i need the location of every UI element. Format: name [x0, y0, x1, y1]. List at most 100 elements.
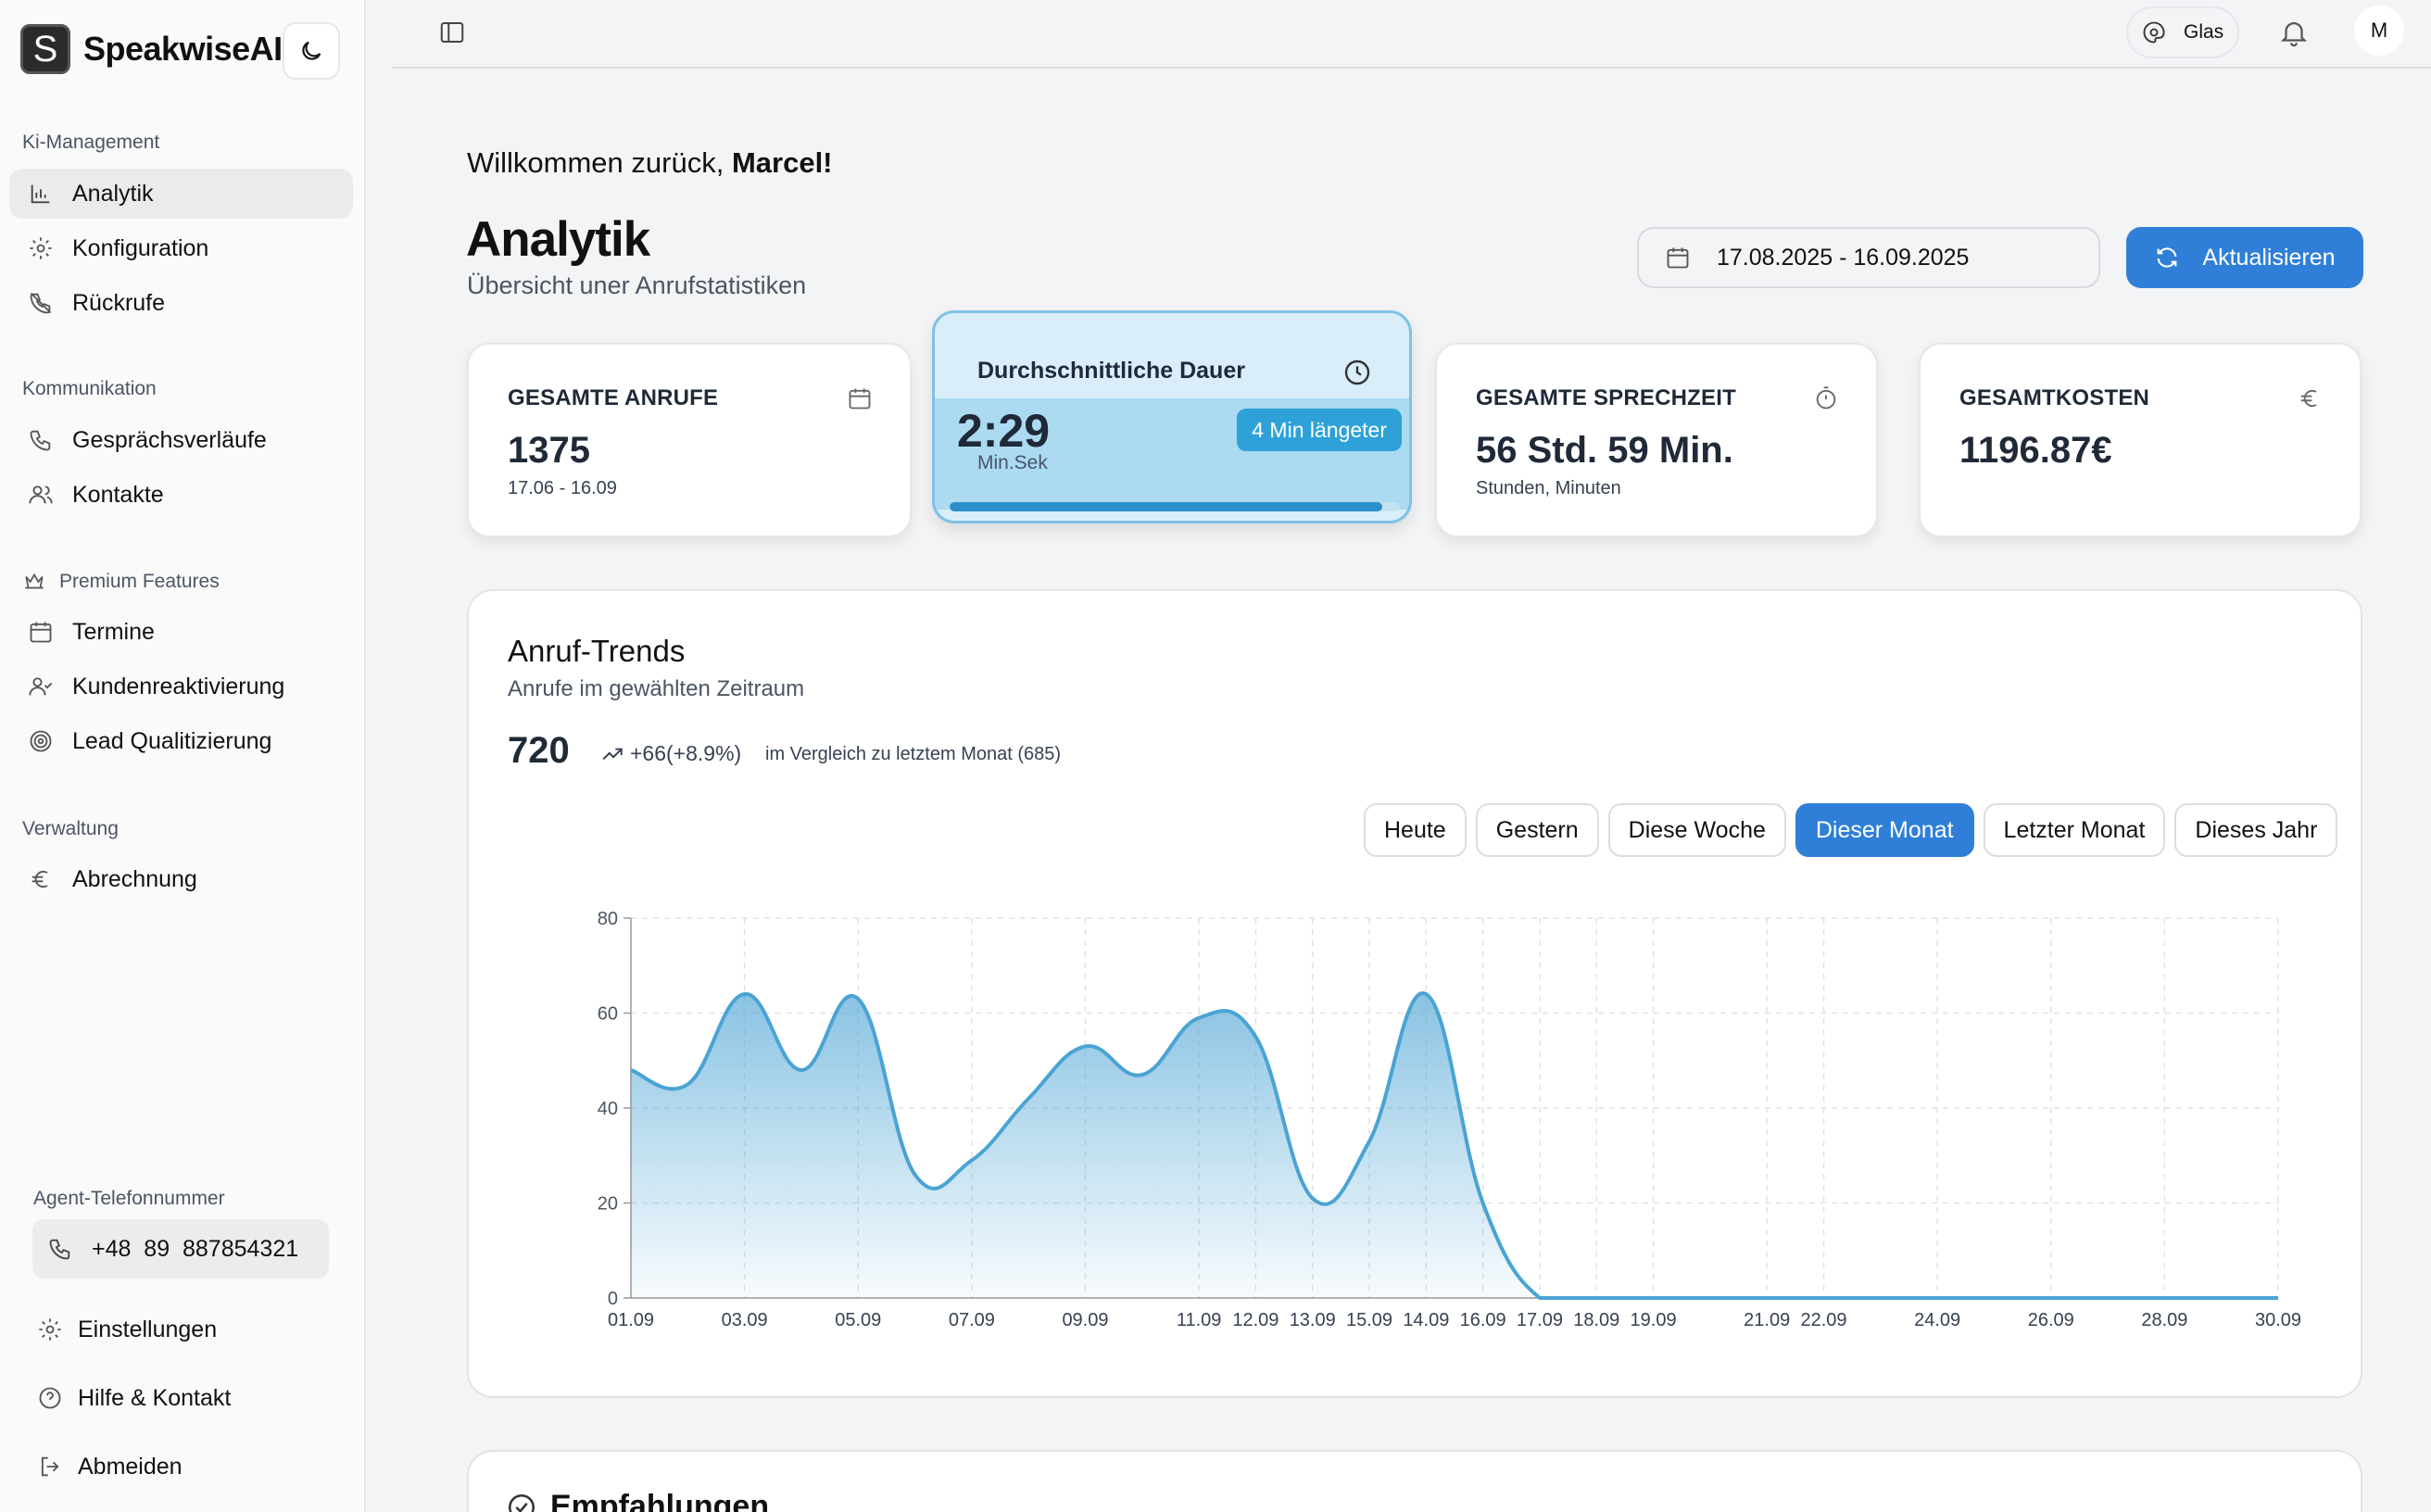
sidebar-item-label: Termine	[72, 618, 155, 645]
x-tick-label: 18.09	[1573, 1310, 1619, 1330]
calendar-icon	[1667, 247, 1689, 269]
sidebar-item-label: Lead Qualitizierung	[72, 727, 272, 754]
gear-icon	[30, 237, 52, 259]
refresh-label: Aktualisieren	[2202, 244, 2336, 271]
settings-label: Einstellungen	[78, 1316, 218, 1342]
filter-heute[interactable]: Heute	[1364, 803, 1467, 857]
y-tick-label: 60	[598, 1004, 618, 1025]
stat-value: 56 Std. 59 Min.	[1476, 430, 1733, 471]
avatar[interactable]: M	[2354, 6, 2404, 56]
check-circle-icon	[508, 1493, 535, 1512]
agent-phone-label: Agent-Telefonnummer	[33, 1188, 225, 1209]
recommendations-panel: Empfahlungen	[467, 1450, 2362, 1512]
x-tick-label: 28.09	[2141, 1310, 2187, 1330]
sidebar-item-lead-qualifizierung[interactable]: Lead Qualitizierung	[9, 716, 353, 766]
stat-value: 2:29	[957, 405, 1051, 457]
x-tick-label: 19.09	[1631, 1310, 1677, 1330]
stat-card-talktime[interactable]: GESAMTE SPRECHZEIT 56 Std. 59 Min. Stund…	[1435, 343, 1878, 537]
timer-icon	[1816, 386, 1836, 410]
x-tick-label: 11.09	[1177, 1310, 1222, 1330]
section-label-ki-management: Ki-Management	[22, 132, 160, 153]
stat-value: 1196.87€	[1959, 430, 2112, 471]
sidebar-toggle-icon[interactable]	[438, 19, 466, 46]
dark-mode-toggle[interactable]	[283, 22, 340, 80]
sidebar-item-abrechnung[interactable]: Abrechnung	[9, 854, 353, 904]
palette-icon	[2143, 21, 2165, 44]
recommendations-title-text: Empfahlungen	[550, 1489, 770, 1512]
calendar-icon	[849, 388, 871, 410]
sidebar-item-rueckrufe[interactable]: Rückrufe	[9, 278, 353, 328]
trends-total: 720	[508, 730, 570, 771]
sidebar-item-konfiguration[interactable]: Konfiguration	[9, 223, 353, 273]
refresh-button[interactable]: Aktualisieren	[2126, 227, 2363, 288]
filter-gestern[interactable]: Gestern	[1475, 803, 1599, 857]
period-filter-group: Heute Gestern Diese Woche Dieser Monat L…	[1364, 803, 2347, 857]
x-tick-label: 12.09	[1232, 1310, 1278, 1330]
help-circle-icon	[39, 1387, 61, 1409]
theme-label: Glas	[2184, 21, 2224, 43]
target-icon	[30, 730, 52, 752]
sidebar-item-kundenreaktivierung[interactable]: Kundenreaktivierung	[9, 662, 353, 712]
stat-title: Durchschnittliche Dauer	[977, 358, 1245, 384]
page-title: Analytik	[466, 212, 650, 267]
moon-icon	[302, 41, 321, 60]
y-tick-label: 80	[598, 909, 618, 929]
euro-icon	[2300, 389, 2317, 408]
x-tick-label: 16.09	[1460, 1310, 1506, 1330]
sidebar-item-kontakte[interactable]: Kontakte	[9, 470, 353, 520]
x-tick-label: 09.09	[1062, 1310, 1108, 1330]
agent-phone-field[interactable]: +48 89 887854321	[32, 1219, 329, 1279]
date-range-picker[interactable]: 17.08.2025 - 16.09.2025	[1637, 227, 2100, 288]
x-tick-label: 21.09	[1744, 1310, 1790, 1330]
filter-dieses-jahr[interactable]: Dieses Jahr	[2174, 803, 2338, 857]
stat-title: GESAMTKOSTEN	[1959, 385, 2150, 410]
phone-callback-icon	[30, 292, 52, 314]
brand-logo: S	[20, 24, 70, 74]
sidebar-item-label: Gesprächsverläufe	[72, 426, 267, 453]
section-label-text: Premium Features	[59, 571, 220, 592]
phone-icon	[30, 430, 51, 451]
call-trends-chart: 0 20 40 60 80 01.09 03.09 05.09 07.09 09.09 11.09 1…	[598, 909, 2301, 1330]
welcome-message: Willkommen zurück, Marcel!	[467, 146, 833, 180]
filter-diese-woche[interactable]: Diese Woche	[1607, 803, 1786, 857]
sidebar-item-gespraechsverlaeufe[interactable]: Gesprächsverläufe	[9, 415, 353, 465]
x-tick-label: 17.09	[1517, 1310, 1563, 1330]
bell-icon[interactable]	[2278, 17, 2310, 48]
duration-progress	[950, 502, 1400, 511]
settings-link[interactable]: Einstellungen	[37, 1307, 217, 1352]
help-link[interactable]: Hilfe & Kontakt	[37, 1376, 231, 1420]
section-label-kommunikation: Kommunikation	[22, 378, 157, 399]
stat-card-calls[interactable]: GESAMTE ANRUFE 1375 17.06 - 16.09	[467, 343, 912, 537]
sidebar-item-label: Kontakte	[72, 481, 164, 508]
series-line	[630, 991, 2278, 1300]
user-check-icon	[29, 677, 53, 696]
logout-link[interactable]: Abmeiden	[37, 1444, 183, 1489]
trending-up-icon	[602, 748, 623, 760]
stat-sub: Stunden, Minuten	[1476, 478, 1621, 498]
brand[interactable]: S SpeakwiseAI	[20, 24, 283, 74]
y-tick-label: 20	[598, 1194, 618, 1215]
filter-dieser-monat[interactable]: Dieser Monat	[1795, 803, 1974, 857]
stat-card-cost[interactable]: GESAMTKOSTEN 1196.87€	[1919, 343, 2362, 537]
refresh-icon	[2158, 247, 2177, 268]
stat-sub: 17.06 - 16.09	[508, 478, 617, 498]
theme-selector[interactable]: Glas	[2126, 6, 2239, 58]
clock-icon	[1344, 359, 1370, 385]
filter-letzter-monat[interactable]: Letzter Monat	[1983, 803, 2166, 857]
sidebar-item-termine[interactable]: Termine	[9, 607, 353, 657]
area-fill	[631, 993, 2278, 1298]
x-tick-label: 13.09	[1290, 1310, 1336, 1330]
brand-name: SpeakwiseAI	[83, 30, 283, 68]
sidebar-item-label: Konfiguration	[72, 234, 209, 261]
welcome-name: Marcel!	[731, 146, 833, 179]
welcome-prefix: Willkommen zurück,	[467, 146, 724, 179]
sidebar-item-analytik[interactable]: Analytik	[9, 169, 353, 219]
logout-label: Abmeiden	[78, 1453, 183, 1480]
trends-subtitle: Anrufe im gewählten Zeitraum	[508, 676, 805, 701]
topbar: Glas M	[392, 0, 2431, 69]
stat-card-duration[interactable]: Durchschnittliche Dauer 2:29 Min.Sek 4 M…	[932, 310, 1412, 523]
sidebar-item-label: Analytik	[72, 180, 154, 207]
euro-icon	[31, 870, 48, 888]
crown-icon	[25, 573, 44, 589]
trends-compare: im Vergleich zu letztem Monat (685)	[765, 744, 1062, 764]
